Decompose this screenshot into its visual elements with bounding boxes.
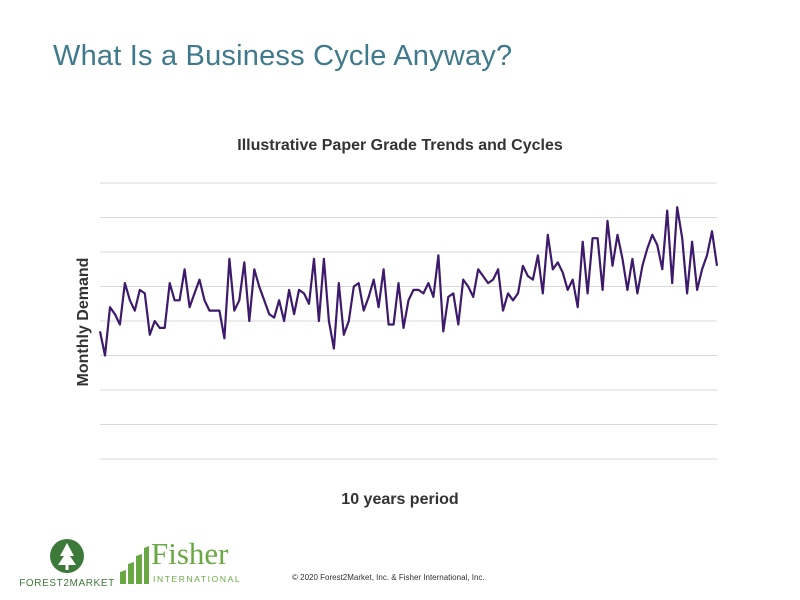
tree-icon: [50, 539, 84, 573]
y-axis-label: Monthly Demand: [75, 257, 92, 387]
forest2market-wordmark: FOREST2MARKET: [19, 578, 115, 589]
x-axis-label: 10 years period: [341, 491, 459, 508]
chart-title: Illustrative Paper Grade Trends and Cycl…: [237, 137, 563, 154]
forest2market-logo: FOREST2MARKET: [17, 538, 117, 593]
fisher-subtitle: INTERNATIONAL: [153, 574, 242, 584]
fisher-wordmark: Fisher: [151, 536, 229, 571]
fisher-bars-icon: [120, 546, 149, 584]
copyright-notice: © 2020 Forest2Market, Inc. & Fisher Inte…: [292, 573, 485, 582]
fisher-international-logo: Fisher INTERNATIONAL: [118, 536, 248, 590]
slide-title: What Is a Business Cycle Anyway?: [53, 40, 513, 72]
series-line: [98, 206, 719, 357]
